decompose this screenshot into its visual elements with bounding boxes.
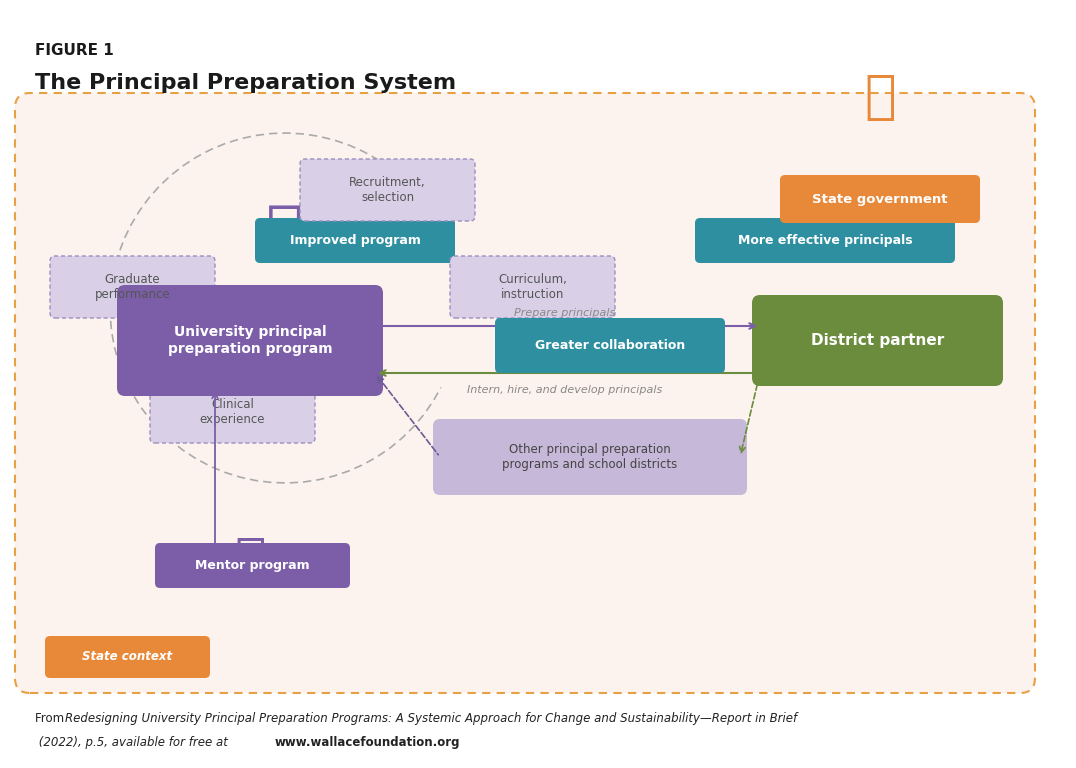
Text: University principal
preparation program: University principal preparation program bbox=[168, 325, 332, 356]
Text: More effective principals: More effective principals bbox=[738, 234, 912, 247]
Text: Curriculum,
instruction: Curriculum, instruction bbox=[498, 273, 567, 301]
Text: Recruitment,
selection: Recruitment, selection bbox=[350, 176, 426, 204]
FancyBboxPatch shape bbox=[300, 159, 475, 221]
FancyBboxPatch shape bbox=[15, 93, 1035, 693]
Text: 🏫: 🏫 bbox=[266, 203, 303, 263]
Text: Graduate
performance: Graduate performance bbox=[95, 273, 170, 301]
FancyBboxPatch shape bbox=[780, 175, 980, 223]
Text: www.wallacefoundation.org: www.wallacefoundation.org bbox=[275, 736, 461, 749]
Text: State government: State government bbox=[812, 193, 948, 206]
Text: From: From bbox=[36, 712, 68, 725]
FancyBboxPatch shape bbox=[450, 256, 615, 318]
Text: District partner: District partner bbox=[811, 333, 944, 348]
FancyBboxPatch shape bbox=[433, 419, 747, 495]
FancyBboxPatch shape bbox=[49, 256, 215, 318]
Text: Clinical
experience: Clinical experience bbox=[200, 398, 266, 426]
Text: Prepare principals: Prepare principals bbox=[514, 308, 615, 318]
FancyBboxPatch shape bbox=[155, 543, 350, 588]
Text: (2022), p.5, available for free at: (2022), p.5, available for free at bbox=[36, 736, 231, 749]
Text: 🏛: 🏛 bbox=[864, 71, 896, 123]
Text: State context: State context bbox=[83, 650, 172, 664]
Text: The Principal Preparation System: The Principal Preparation System bbox=[36, 73, 456, 93]
Text: 🏫: 🏫 bbox=[822, 206, 858, 263]
Text: Intern, hire, and develop principals: Intern, hire, and develop principals bbox=[467, 385, 663, 395]
FancyBboxPatch shape bbox=[495, 318, 725, 373]
Text: Mentor program: Mentor program bbox=[195, 559, 310, 572]
Text: Improved program: Improved program bbox=[289, 234, 421, 247]
Text: Redesigning University Principal Preparation Programs: A Systemic Approach for C: Redesigning University Principal Prepara… bbox=[65, 712, 797, 725]
Text: Greater collaboration: Greater collaboration bbox=[535, 339, 685, 352]
FancyBboxPatch shape bbox=[752, 295, 1003, 386]
FancyBboxPatch shape bbox=[45, 636, 210, 678]
Text: Other principal preparation
programs and school districts: Other principal preparation programs and… bbox=[502, 443, 678, 471]
FancyBboxPatch shape bbox=[255, 218, 455, 263]
Text: 🏫: 🏫 bbox=[235, 534, 266, 586]
FancyBboxPatch shape bbox=[695, 218, 955, 263]
FancyBboxPatch shape bbox=[117, 285, 383, 396]
FancyBboxPatch shape bbox=[150, 381, 315, 443]
Text: FIGURE 1: FIGURE 1 bbox=[36, 43, 114, 58]
